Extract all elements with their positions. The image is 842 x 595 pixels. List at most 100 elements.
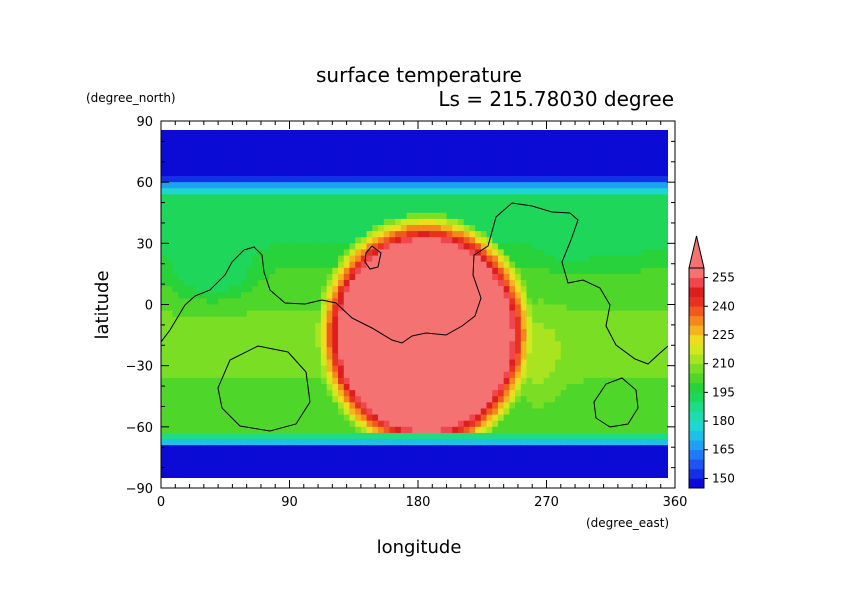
heat-cell [400, 206, 408, 214]
heat-cell [240, 414, 248, 422]
heat-cell [326, 157, 333, 165]
heat-cell [229, 145, 236, 153]
heat-cell [543, 188, 550, 195]
heat-cell [452, 408, 459, 416]
heat-cell [663, 145, 668, 153]
heat-cell [623, 249, 630, 257]
heat-cell [326, 390, 333, 397]
heat-cell [332, 176, 339, 183]
heat-cell [635, 322, 642, 330]
heat-cell [486, 371, 493, 379]
heat-cell [275, 420, 282, 428]
heat-cell [652, 304, 659, 312]
heat-cell [383, 169, 391, 177]
heat-cell [418, 280, 425, 287]
heat-cell [440, 194, 448, 202]
heat-cell [423, 237, 431, 244]
heat-cell [355, 353, 362, 361]
heat-cell [343, 280, 351, 287]
heat-cell [343, 304, 351, 312]
heat-cell [229, 328, 236, 336]
heat-cell [178, 292, 185, 299]
heat-cell [172, 249, 179, 257]
heat-cell [486, 169, 493, 177]
heat-cell [503, 328, 510, 336]
heat-cell [577, 310, 585, 318]
heat-cell [652, 280, 659, 287]
heat-cell [577, 157, 585, 165]
heat-cell [623, 341, 630, 348]
heat-cell [269, 408, 276, 416]
heat-cell [469, 243, 476, 251]
heat-cell [537, 194, 545, 202]
heat-cell [583, 432, 590, 440]
heat-cell [537, 341, 545, 348]
heat-cell [383, 304, 391, 312]
heat-cell [258, 377, 265, 385]
heat-cell [492, 432, 499, 440]
heat-cell [543, 451, 550, 459]
heat-cell [515, 130, 522, 134]
heat-cell [497, 310, 505, 318]
heat-cell [269, 396, 276, 403]
heat-cell [497, 408, 505, 416]
heat-cell [195, 218, 202, 226]
heat-cell [537, 432, 545, 440]
heat-cell [595, 384, 602, 391]
heat-cell [246, 267, 253, 275]
heat-cell [320, 130, 328, 134]
heat-cell [526, 261, 533, 269]
heat-cell [623, 408, 630, 416]
heat-cell [629, 243, 636, 251]
heat-cell [178, 304, 185, 312]
heat-cell [235, 261, 242, 269]
heat-cell [595, 371, 602, 379]
heat-cell [166, 402, 174, 410]
heat-cell [503, 347, 510, 355]
heat-cell [418, 169, 425, 177]
heat-cell [275, 151, 282, 159]
heat-cell [229, 212, 236, 220]
heat-cell [395, 212, 402, 220]
heat-cell [212, 377, 219, 385]
heat-cell [560, 298, 568, 306]
heat-cell [463, 402, 470, 410]
heat-cell [275, 163, 282, 171]
heat-cell [515, 218, 522, 226]
heat-cell [320, 402, 328, 410]
heat-cell [235, 163, 242, 171]
heat-cell [320, 445, 328, 452]
heat-cell [583, 224, 590, 232]
heat-cell [572, 188, 579, 195]
heat-cell [183, 188, 191, 195]
heat-cell [520, 169, 528, 177]
heat-cell [646, 414, 653, 422]
heat-cell [315, 304, 322, 312]
heat-cell [657, 169, 665, 177]
heat-cell [629, 176, 636, 183]
heat-cell [206, 212, 213, 220]
heat-cell [395, 231, 402, 238]
heat-cell [280, 439, 288, 446]
heat-cell [309, 237, 316, 244]
heat-cell [486, 439, 493, 446]
heat-cell [549, 298, 556, 306]
heat-cell [612, 151, 619, 159]
heat-cell [463, 365, 470, 373]
heat-cell [309, 432, 316, 440]
heat-cell [183, 292, 191, 299]
heat-cell [589, 151, 596, 159]
heat-cell [240, 243, 248, 251]
heat-cell [486, 341, 493, 348]
heat-cell [400, 273, 408, 281]
heat-cell [657, 445, 665, 452]
heat-cell [480, 347, 488, 355]
heat-cell [229, 139, 236, 147]
heat-cell [343, 151, 351, 159]
heat-cell [223, 353, 231, 361]
heat-cell [395, 390, 402, 397]
heat-cell [515, 267, 522, 275]
heat-cell [555, 267, 562, 275]
heat-cell [503, 224, 510, 232]
heat-cell [303, 267, 311, 275]
